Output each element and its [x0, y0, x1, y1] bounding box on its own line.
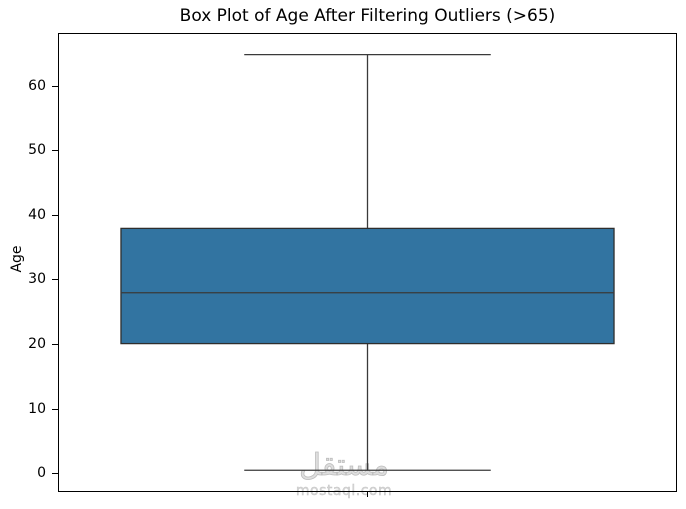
y-tick-label: 10	[28, 400, 46, 417]
y-tick-mark	[52, 344, 58, 346]
y-tick-mark	[52, 150, 58, 152]
y-tick-label: 20	[28, 336, 46, 353]
watermark-arabic-text: مستقل	[299, 448, 390, 483]
y-tick-mark	[52, 473, 58, 475]
y-tick-label: 30	[28, 271, 46, 288]
x-tick-mark	[367, 492, 368, 497]
chart-title: Box Plot of Age After Filtering Outliers…	[179, 6, 556, 26]
y-tick-label: 50	[28, 142, 46, 159]
y-tick-mark	[52, 408, 58, 410]
plot-area	[58, 33, 677, 492]
y-tick-label: 0	[37, 465, 46, 482]
y-tick-label: 60	[28, 77, 46, 94]
y-axis-label: Age	[9, 245, 25, 273]
y-tick-mark	[52, 214, 58, 216]
box-rect	[120, 227, 615, 345]
box-plot	[120, 53, 615, 471]
y-tick-label: 40	[28, 206, 46, 223]
y-tick-mark	[52, 279, 58, 281]
y-tick-mark	[52, 85, 58, 87]
